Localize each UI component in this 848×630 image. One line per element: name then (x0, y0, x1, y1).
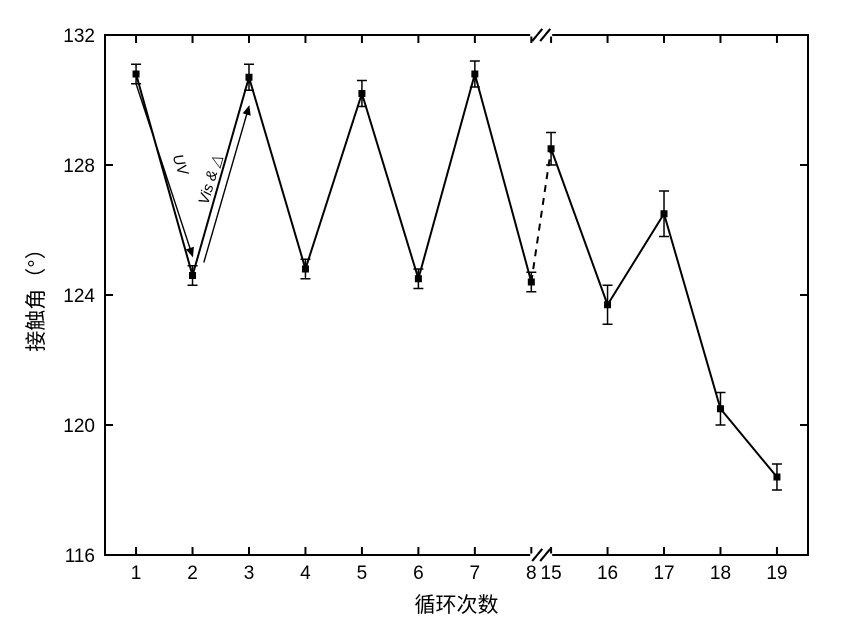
data-marker (774, 474, 780, 480)
y-tick-label: 132 (63, 26, 95, 47)
data-marker (605, 302, 611, 308)
x-tick-label: 2 (187, 563, 198, 584)
data-marker (246, 74, 252, 80)
x-tick-label: 3 (244, 563, 255, 584)
annotation-label: UV (169, 152, 192, 179)
x-tick-label: 5 (357, 563, 368, 584)
data-marker (528, 279, 534, 285)
data-marker (661, 211, 667, 217)
x-tick-label: 1 (131, 563, 142, 584)
x-tick-label: 16 (597, 563, 618, 584)
x-tick-label: 8 (526, 563, 537, 584)
x-tick-label: 15 (541, 563, 562, 584)
data-marker (548, 146, 554, 152)
x-axis-label: 循环次数 (415, 594, 499, 617)
y-axis-label: 接触角（°） (25, 238, 48, 351)
series-line-dashed (531, 149, 551, 282)
x-tick-label: 4 (300, 563, 311, 584)
data-marker (717, 406, 723, 412)
data-marker (190, 273, 196, 279)
contact-angle-chart: 116 120 124 128 132 1 2 3 4 5 6 7 815 16 17 18 19 循环次数 接触角… (0, 0, 848, 630)
chart-container: 116 120 124 128 132 1 2 3 4 5 6 7 815 16 17 18 19 循环次数 接触角… (0, 0, 848, 630)
series-line (136, 74, 777, 477)
data-marker (415, 276, 421, 282)
data-marker (472, 71, 478, 77)
x-tick-label: 18 (710, 563, 731, 584)
data-marker (302, 266, 308, 272)
x-tick-label: 6 (413, 563, 424, 584)
data-marker (359, 91, 365, 97)
x-tick-label: 19 (766, 563, 787, 584)
x-tick-label: 7 (470, 563, 481, 584)
annotation-label: Vis & △ (195, 153, 225, 207)
y-tick-label: 124 (63, 286, 95, 307)
y-tick-label: 120 (63, 416, 95, 437)
x-tick-label: 17 (653, 563, 674, 584)
y-tick-label: 116 (65, 546, 95, 567)
y-tick-label: 128 (63, 156, 95, 177)
data-marker (133, 71, 139, 77)
